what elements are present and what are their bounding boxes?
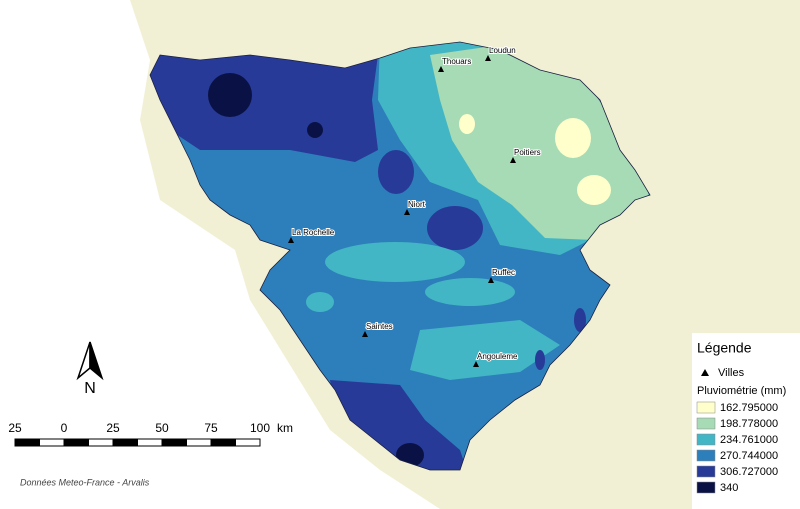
scale-segment [39,438,65,447]
legend-rain-title: Pluviométrie (mm) [697,385,786,397]
scale-segment [14,438,40,447]
scale-segment [161,438,187,447]
region-outline [149,41,651,471]
legend-label: 340 [720,482,738,494]
city-marker [438,66,444,72]
zone [378,150,414,194]
legend-swatch [696,417,716,430]
legend-label: 270.744000 [720,450,778,462]
zone [410,320,560,380]
scale-bar: 25 0 25 50 75 100 km [8,421,293,447]
city-marker [288,237,294,243]
city-label: La Rochelle [292,228,335,237]
scale-segment [88,438,114,447]
legend-cities-label: Villes [718,367,745,379]
zone [325,242,465,282]
legend-label: 198.778000 [720,418,778,430]
city-marker [510,157,516,163]
north-label: N [84,380,96,397]
city-label: Loudun [489,46,516,55]
city-marker [485,55,491,61]
scale-segment [63,438,89,447]
zone [574,308,586,332]
scale-segment [210,438,236,447]
scale-label: 50 [155,421,169,435]
zone [306,292,334,312]
city-label: Thouars [442,57,471,66]
zone [555,118,591,158]
scale-label: 25 [8,421,22,435]
city-label: Ruffec [492,268,515,277]
scale-label: 25 [106,421,120,435]
cities: Thouars Loudun Poitiers Niort La Rochelle Ruf… [288,45,542,367]
rain-zones [149,41,651,471]
scale-segment [235,438,261,447]
north-arrow [89,341,104,381]
legend-classes: 162.795000 198.778000 234.761000 270.744000… [696,401,778,494]
legend-swatch [696,449,716,462]
zone [307,122,323,138]
zone-group [150,42,650,470]
scale-label: 100 [250,421,270,435]
credit: Données Meteo-France - Arvalis [20,477,150,487]
city-label: Poitiers [514,148,541,157]
city-marker [404,209,410,215]
scale-unit: km [277,421,293,435]
city-label: Saintes [366,322,393,331]
zone [427,206,483,250]
legend-swatch [696,401,716,414]
legend-swatch [696,481,716,494]
scale-label: 0 [61,421,68,435]
city-label: Niort [408,200,426,209]
zone [208,73,252,117]
legend-label: 162.795000 [720,402,778,414]
scale-segment [137,438,163,447]
scale-segment [112,438,138,447]
legend-title: Légende [697,340,752,356]
scale-label: 75 [204,421,218,435]
zone [425,278,515,306]
city-label: Angouleme [477,352,518,361]
city-marker [473,361,479,367]
legend-label: 306.727000 [720,466,778,478]
zone [459,114,475,134]
zone [577,175,611,205]
city-marker [488,277,494,283]
legend-city-symbol [701,369,709,376]
legend-label: 234.761000 [720,434,778,446]
scale-segment [186,438,212,447]
legend-swatch [696,433,716,446]
legend-swatch [696,465,716,478]
city-marker [362,331,368,337]
zone [535,350,545,370]
